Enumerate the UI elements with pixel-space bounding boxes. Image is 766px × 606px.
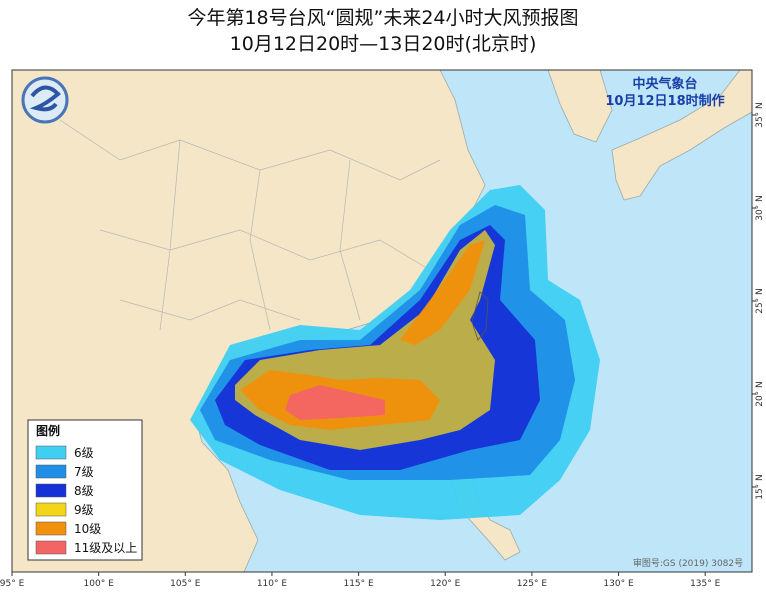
legend-label: 8级	[74, 484, 94, 498]
lon-label: 105° E	[170, 579, 201, 589]
land-korea	[547, 70, 613, 143]
issued-time: 10月12日18时制作	[605, 93, 724, 109]
lat-label: 35° N	[755, 102, 765, 128]
legend-label: 6级	[74, 446, 94, 460]
subtitle: 10月12日20时—13日20时(北京时)	[230, 33, 537, 55]
lon-label: 95° E	[0, 579, 25, 589]
lon-label: 120° E	[430, 579, 461, 589]
agency: 中央气象台	[632, 76, 697, 92]
land-japan	[611, 70, 752, 201]
lon-label: 130° E	[603, 579, 634, 589]
legend-swatch	[35, 464, 67, 479]
legend-swatch	[35, 521, 67, 536]
lat-label: 25° N	[755, 288, 765, 314]
legend-swatch	[35, 540, 67, 555]
lon-label: 115° E	[343, 579, 374, 589]
map-frame	[11, 69, 753, 573]
lon-label: 125° E	[517, 579, 548, 589]
wind-zone	[240, 240, 485, 430]
title: 今年第18号台风“圆规”未来24小时大风预报图	[187, 7, 578, 29]
lat-label: 30° N	[755, 195, 765, 221]
logo	[21, 76, 69, 124]
lat-label: 20° N	[755, 381, 765, 407]
legend-swatch	[35, 502, 67, 517]
lon-label: 100° E	[84, 579, 115, 589]
lon-label: 110° E	[257, 579, 288, 589]
legend-items: 6级 7级 8级 9级 10级 11级及以上	[35, 445, 137, 555]
legend-label: 10级	[74, 522, 101, 536]
legend-label: 11级及以上	[74, 541, 137, 555]
graticule-labels: 95° E 100° E 105° E 110° E 115° E 120° E 125° …	[0, 102, 765, 589]
legend: 图例 6级 7级 8级 9级 10级 11级及以上	[27, 419, 143, 561]
approval-number: 审图号:GS (2019) 3082号	[633, 557, 743, 569]
legend-swatch	[35, 483, 67, 498]
legend-swatch	[35, 445, 67, 460]
legend-label: 9级	[74, 503, 94, 517]
lon-label: 135° E	[690, 579, 721, 589]
land-taiwan	[471, 291, 489, 341]
legend-title: 图例	[36, 423, 60, 438]
wind-zones	[190, 185, 600, 520]
lat-label: 15° N	[755, 474, 765, 500]
legend-label: 7级	[74, 465, 94, 479]
province-borders	[59, 119, 441, 331]
wind-zone	[285, 385, 385, 420]
